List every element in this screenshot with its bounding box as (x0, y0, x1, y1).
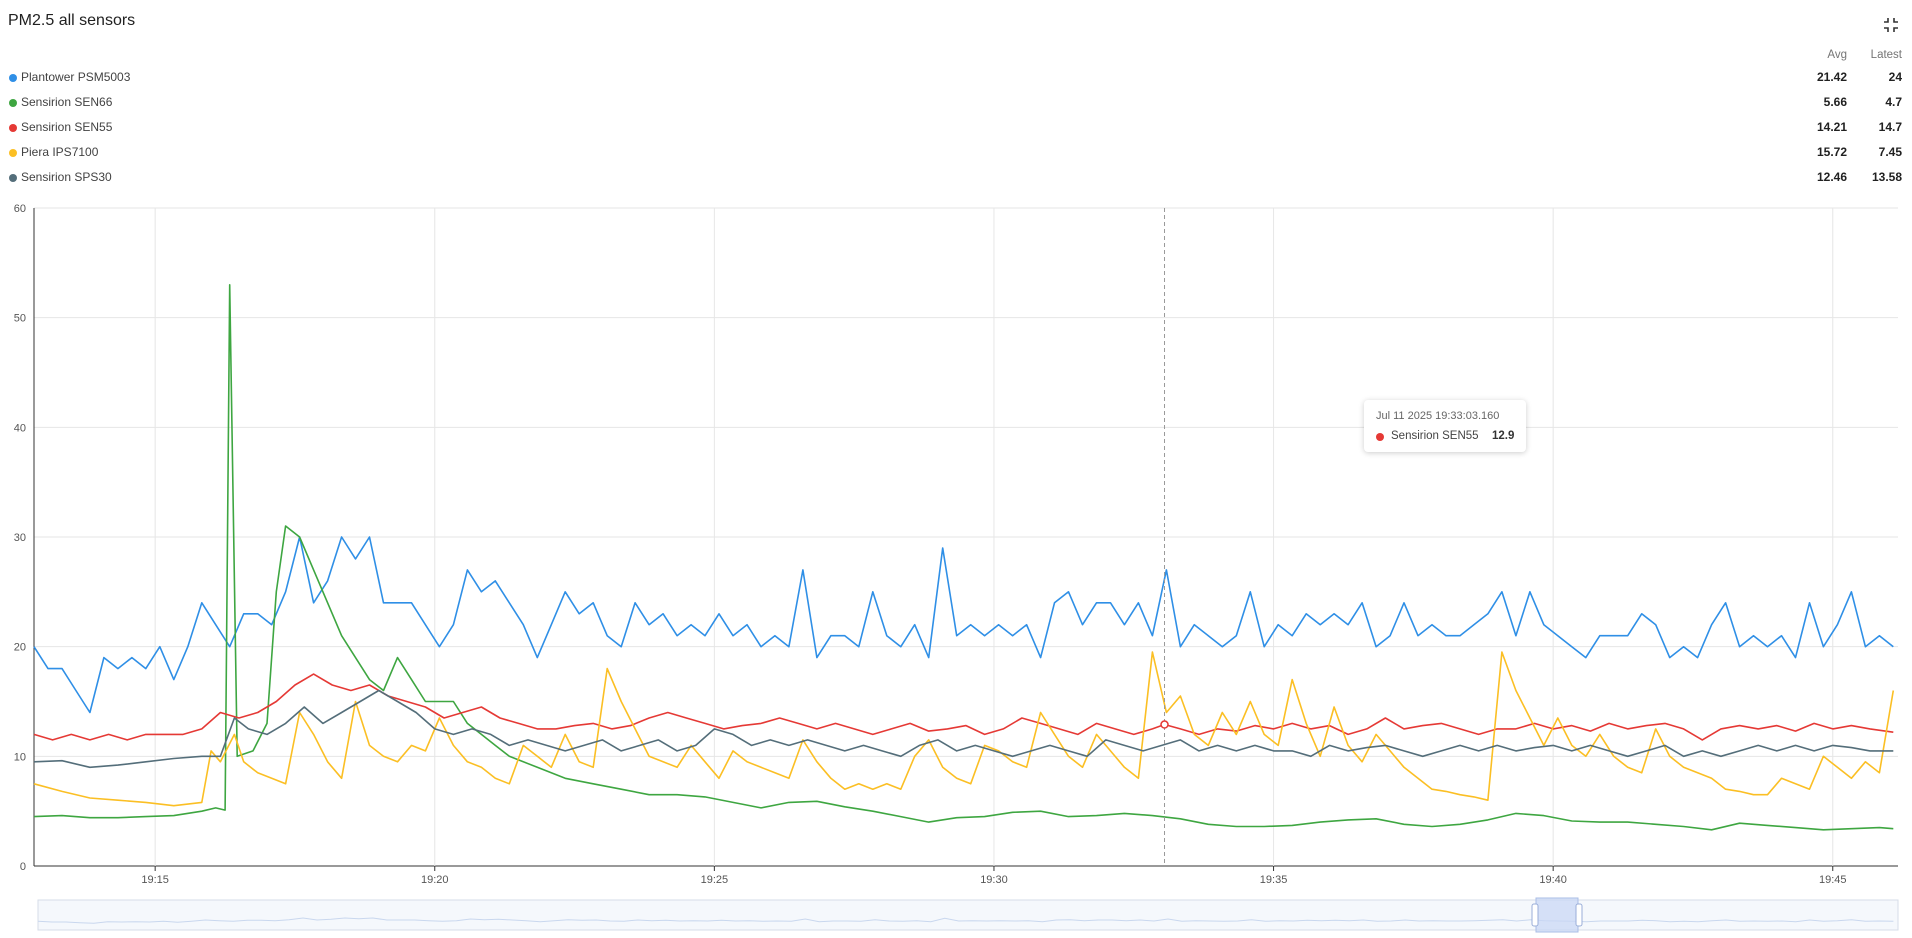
navigator-handle-right[interactable] (1575, 903, 1583, 927)
legend-row-sensirion-sen66[interactable]: Sensirion SEN66 5.66 4.7 (8, 92, 1902, 117)
y-tick-label: 30 (14, 532, 26, 544)
legend-label: Sensirion SEN55 (21, 120, 113, 134)
hover-point (1160, 720, 1169, 729)
navigator-preview-line (37, 917, 1894, 924)
navigator-selection[interactable] (1535, 897, 1579, 933)
x-tick-label: 19:40 (1539, 874, 1567, 886)
legend-dot (9, 74, 17, 82)
x-tick-label: 19:15 (141, 874, 169, 886)
legend-avg-value: 21.42 (1816, 70, 1847, 84)
legend-latest-value: 13.58 (1871, 170, 1902, 184)
series-line-piera-ips7100 (33, 651, 1895, 807)
legend-dot (9, 99, 17, 107)
legend-header: Avg Latest (8, 45, 1902, 67)
legend-col-avg: Avg (1827, 49, 1847, 61)
series-line-sensirion-sen66 (33, 284, 1894, 831)
y-tick-label: 60 (14, 203, 26, 215)
legend-avg-value: 14.21 (1816, 120, 1847, 134)
legend-dot (9, 124, 17, 132)
legend-latest-value: 4.7 (1885, 95, 1902, 109)
legend-latest-value: 24 (1888, 70, 1902, 84)
chart-tooltip: Jul 11 2025 19:33:03.160 Sensirion SEN55… (1364, 400, 1526, 452)
legend-latest-value: 14.7 (1878, 120, 1902, 134)
y-tick-label: 20 (14, 642, 26, 654)
legend-row-plantower-psm5003[interactable]: Plantower PSM5003 21.42 24 (8, 67, 1902, 92)
y-tick-label: 40 (14, 422, 26, 434)
y-tick-label: 10 (14, 751, 26, 763)
legend-table: Avg Latest Plantower PSM5003 21.42 24 Se… (8, 45, 1902, 192)
panel-header: PM2.5 all sensors (8, 12, 1904, 38)
legend-dot (9, 174, 17, 182)
navigator-handle-left[interactable] (1531, 903, 1539, 927)
legend-latest-value: 7.45 (1878, 145, 1902, 159)
tooltip-value: 12.9 (1492, 430, 1515, 442)
y-tick-label: 50 (14, 313, 26, 325)
x-tick-label: 19:30 (980, 874, 1008, 886)
legend-row-piera-ips7100[interactable]: Piera IPS7100 15.72 7.45 (8, 142, 1902, 167)
legend-row-sensirion-sen55[interactable]: Sensirion SEN55 14.21 14.7 (8, 117, 1902, 142)
exit-fullscreen-icon[interactable] (1882, 16, 1900, 34)
x-tick-label: 19:45 (1819, 874, 1847, 886)
legend-label: Plantower PSM5003 (21, 70, 131, 84)
series-line-sensirion-sps30 (33, 689, 1894, 769)
chart-title: PM2.5 all sensors (8, 12, 136, 29)
series-line-plantower-psm5003 (33, 536, 1894, 714)
legend-avg-value: 5.66 (1823, 95, 1847, 109)
tooltip-series-dot (1376, 433, 1384, 441)
x-tick-label: 19:25 (701, 874, 729, 886)
y-tick-label: 0 (20, 861, 26, 873)
legend-row-sensirion-sps30[interactable]: Sensirion SPS30 12.46 13.58 (8, 167, 1902, 192)
tooltip-series-name: Sensirion SEN55 (1391, 430, 1479, 442)
tooltip-time: Jul 11 2025 19:33:03.160 (1376, 410, 1500, 422)
legend-avg-value: 12.46 (1816, 170, 1847, 184)
legend-label: Piera IPS7100 (21, 145, 99, 159)
legend-label: Sensirion SPS30 (21, 170, 112, 184)
legend-dot (9, 149, 17, 157)
series-line-sensirion-sen55 (33, 673, 1894, 741)
x-tick-label: 19:35 (1260, 874, 1288, 886)
legend-label: Sensirion SEN66 (21, 95, 113, 109)
navigator-track (37, 899, 1899, 931)
x-tick-label: 19:20 (421, 874, 449, 886)
legend-col-latest: Latest (1870, 49, 1902, 61)
legend-avg-value: 15.72 (1816, 145, 1847, 159)
